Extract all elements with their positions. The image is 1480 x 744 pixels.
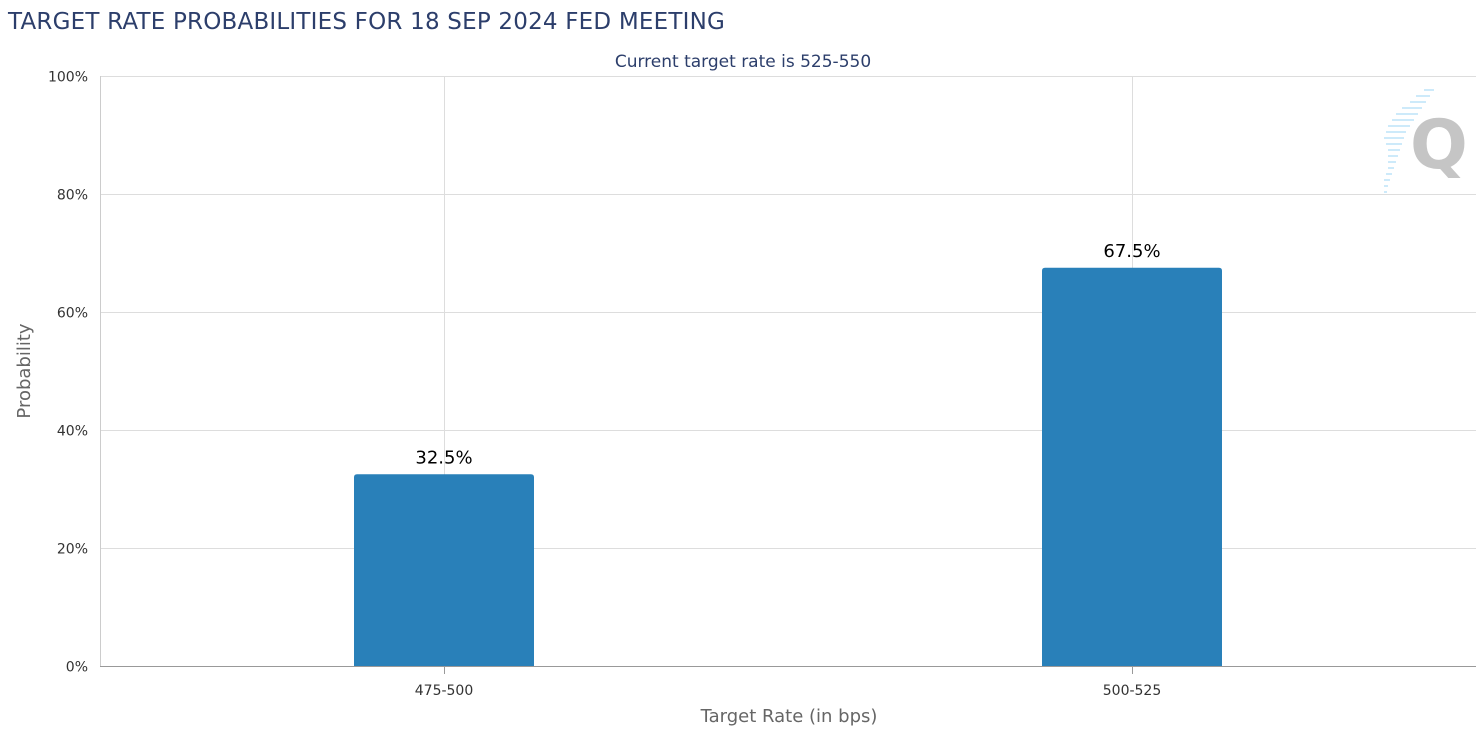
x-axis-title: Target Rate (in bps): [700, 706, 878, 727]
grid-layer: [100, 76, 1476, 674]
page-title: TARGET RATE PROBABILITIES FOR 18 SEP 202…: [8, 9, 725, 35]
y-tick-label: 100%: [48, 70, 88, 86]
y-tick-label: 0%: [66, 660, 88, 676]
q-logo-icon: Q: [1384, 89, 1468, 193]
bar-value-label: 32.5%: [415, 447, 472, 468]
bar-500-525[interactable]: [1042, 267, 1222, 666]
y-axis-title: Probability: [14, 323, 35, 418]
x-tick-label: 475-500: [415, 683, 474, 699]
chart-subtitle: Current target rate is 525-550: [615, 52, 871, 72]
bar-475-500[interactable]: [354, 474, 534, 666]
y-tick-label: 40%: [57, 424, 88, 440]
y-tick-label: 60%: [57, 306, 88, 322]
svg-text:Q: Q: [1410, 106, 1468, 185]
x-tick-label: 500-525: [1103, 683, 1162, 699]
bar-value-label: 67.5%: [1103, 241, 1160, 262]
y-tick-label: 20%: [57, 542, 88, 558]
bars-layer: [354, 267, 1222, 666]
y-tick-label: 80%: [57, 188, 88, 204]
labels-layer: 0% 20% 40% 60% 80% 100% 32.5% 475-500 67.5% 500-5…: [48, 70, 1161, 700]
